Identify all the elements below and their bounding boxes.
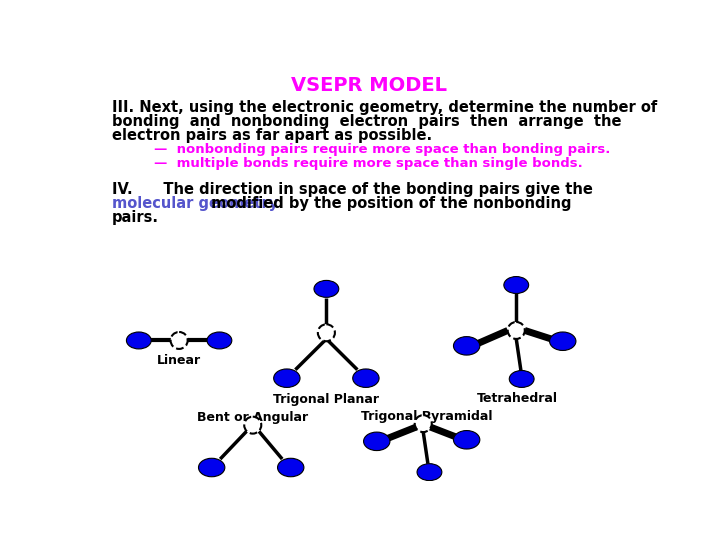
- Ellipse shape: [277, 458, 304, 477]
- Ellipse shape: [509, 370, 534, 387]
- Ellipse shape: [314, 280, 339, 298]
- Circle shape: [244, 417, 261, 434]
- Text: —  multiple bonds require more space than single bonds.: — multiple bonds require more space than…: [154, 157, 583, 170]
- Ellipse shape: [127, 332, 151, 349]
- Ellipse shape: [364, 432, 390, 450]
- Ellipse shape: [417, 464, 442, 481]
- Circle shape: [171, 332, 188, 349]
- Text: Linear: Linear: [157, 354, 201, 367]
- Circle shape: [318, 325, 335, 341]
- Text: molecular geometry: molecular geometry: [112, 195, 278, 211]
- Ellipse shape: [504, 276, 528, 294]
- Text: Bent or Angular: Bent or Angular: [197, 411, 308, 424]
- Circle shape: [508, 322, 525, 339]
- Circle shape: [415, 415, 432, 432]
- Text: III. Next, using the electronic geometry, determine the number of: III. Next, using the electronic geometry…: [112, 100, 657, 115]
- Text: IV.      The direction in space of the bonding pairs give the: IV. The direction in space of the bondin…: [112, 182, 593, 197]
- Ellipse shape: [353, 369, 379, 387]
- Ellipse shape: [549, 332, 576, 350]
- Ellipse shape: [274, 369, 300, 387]
- Ellipse shape: [454, 430, 480, 449]
- Ellipse shape: [454, 336, 480, 355]
- Text: —  nonbonding pairs require more space than bonding pairs.: — nonbonding pairs require more space th…: [154, 143, 611, 157]
- Ellipse shape: [199, 458, 225, 477]
- Text: Trigonal Planar: Trigonal Planar: [274, 393, 379, 406]
- Text: VSEPR MODEL: VSEPR MODEL: [291, 76, 447, 94]
- Text: modified by the position of the nonbonding: modified by the position of the nonbondi…: [206, 195, 572, 211]
- Text: pairs.: pairs.: [112, 210, 158, 225]
- Text: electron pairs as far apart as possible.: electron pairs as far apart as possible.: [112, 128, 432, 143]
- Text: bonding  and  nonbonding  electron  pairs  then  arrange  the: bonding and nonbonding electron pairs th…: [112, 114, 621, 129]
- Ellipse shape: [207, 332, 232, 349]
- Text: Trigonal Pyramidal: Trigonal Pyramidal: [361, 410, 493, 423]
- Text: Tetrahedral: Tetrahedral: [477, 392, 558, 405]
